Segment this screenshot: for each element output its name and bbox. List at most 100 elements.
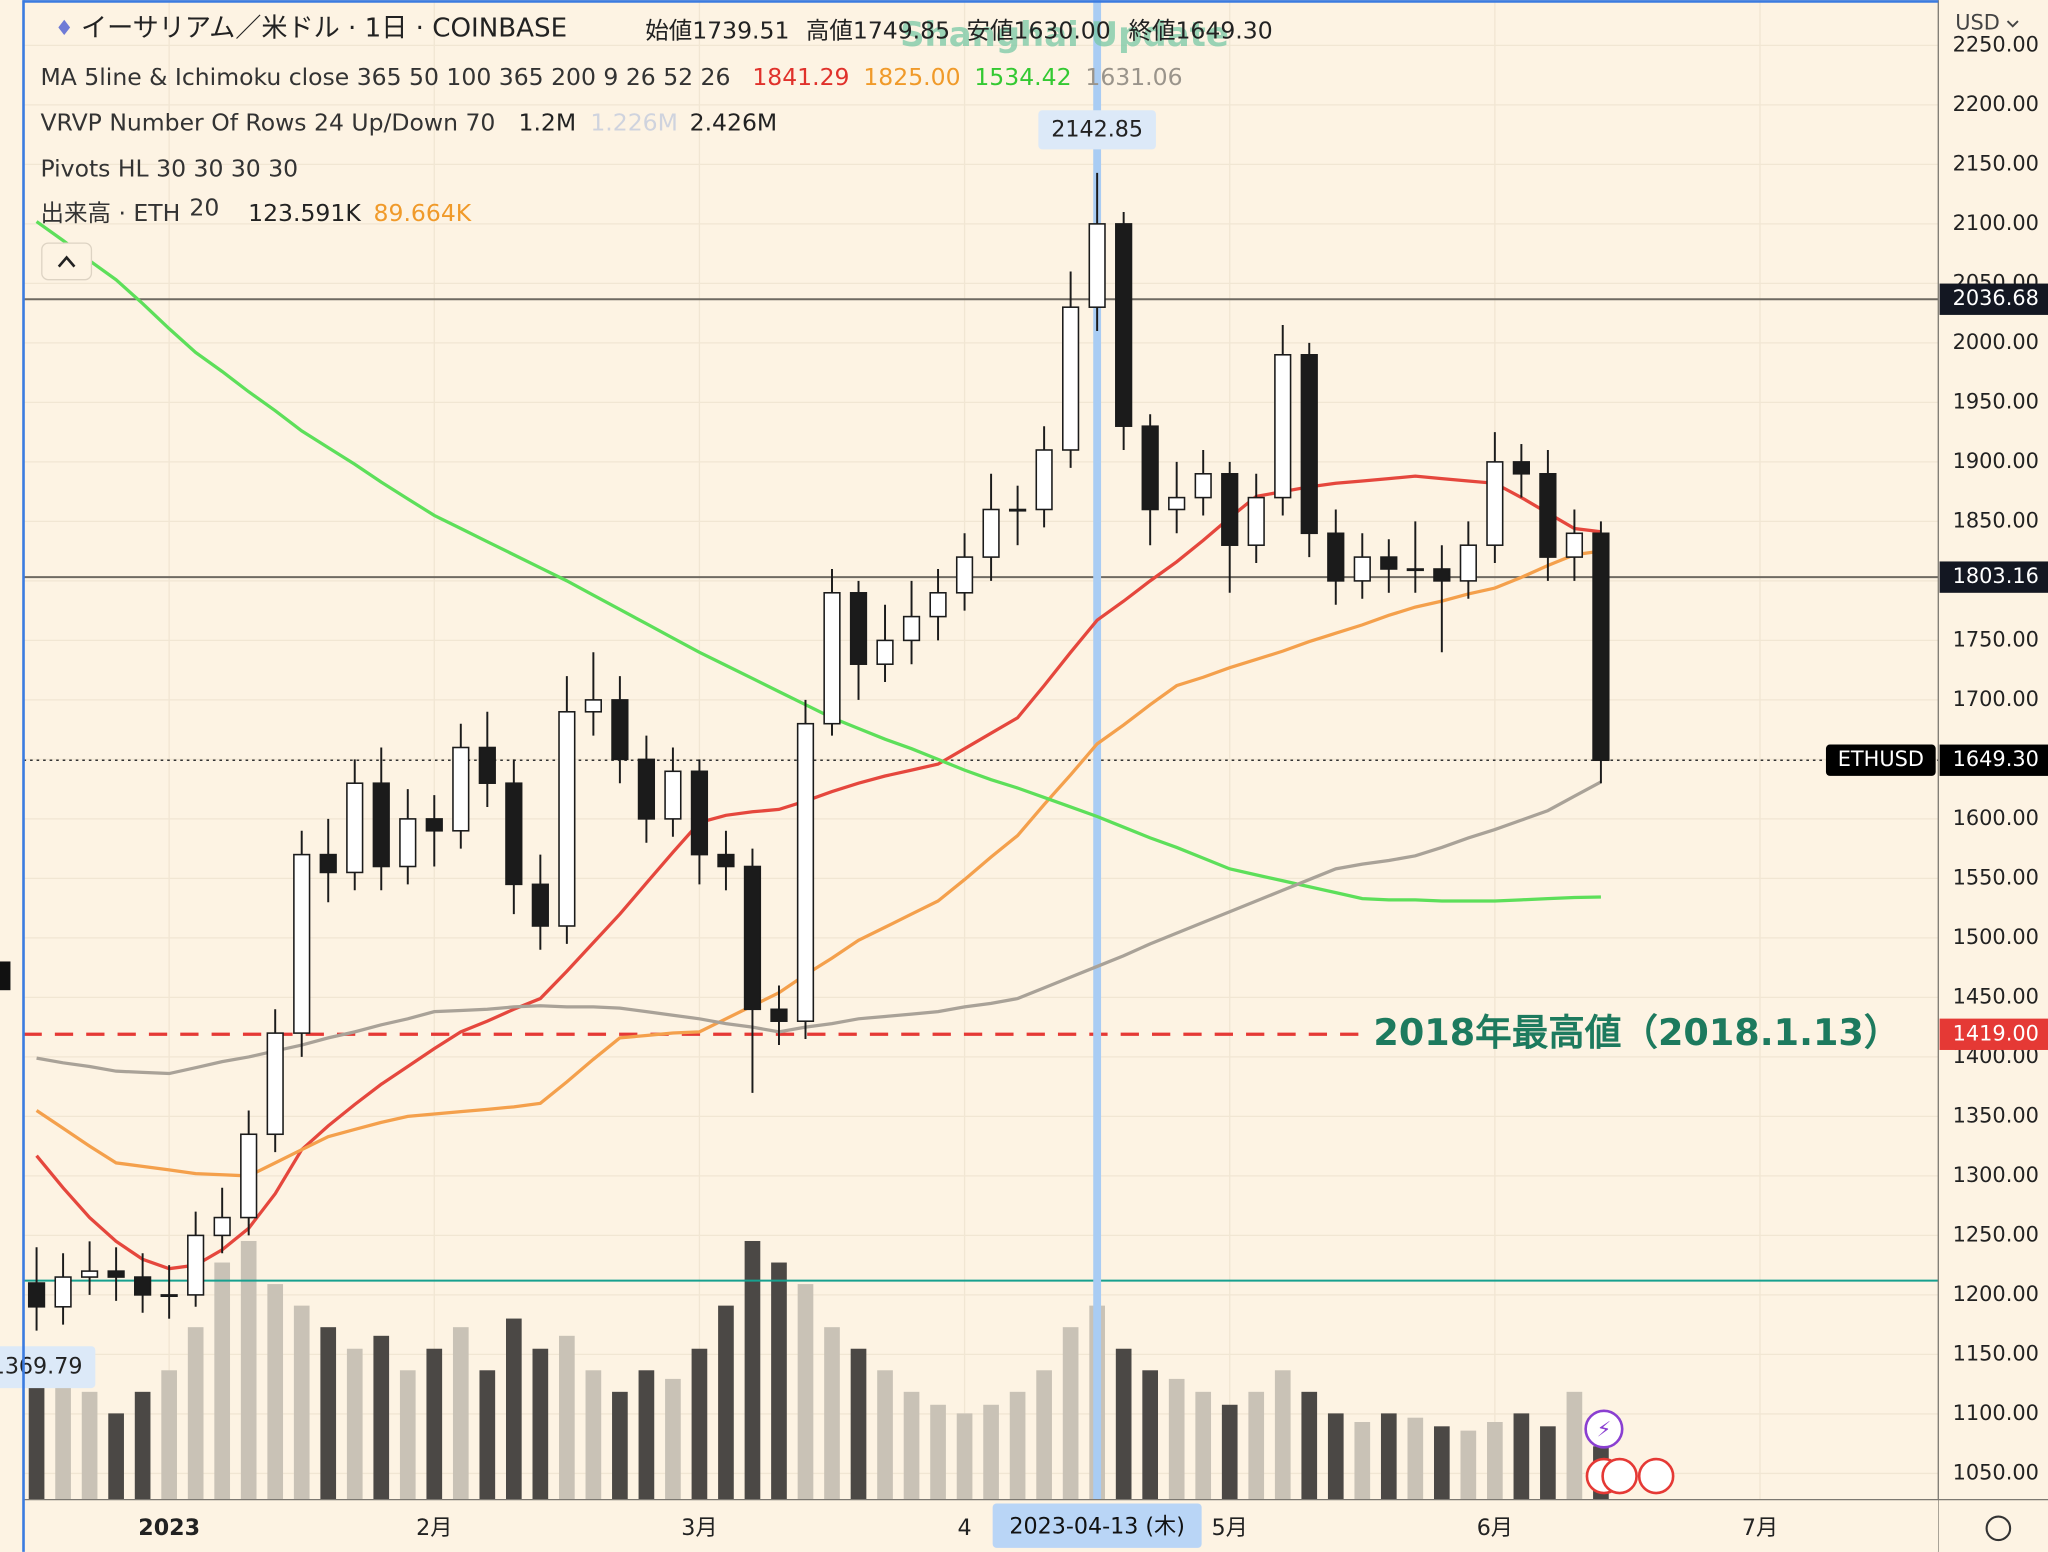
volume-bar (346, 1348, 363, 1500)
candle-body (213, 1216, 231, 1237)
y-tick-label: 2150.00 (1953, 151, 2039, 175)
y-tick-label: 1100.00 (1953, 1401, 2039, 1425)
candle-body (452, 746, 470, 832)
volume-bar (293, 1305, 310, 1500)
volume-bar (691, 1348, 708, 1500)
y-tick-label: 1550.00 (1953, 865, 2039, 889)
eth-icon: ♦ (55, 16, 74, 40)
grid (23, 0, 1939, 1500)
candle-body (637, 758, 656, 820)
lines-layer (35, 220, 1602, 1271)
candle-body (80, 1270, 99, 1278)
y-tick-label: 1900.00 (1953, 449, 2039, 473)
volume-bar (1115, 1348, 1132, 1500)
candle-body (770, 1008, 788, 1022)
x-tick-label: 7月 (1742, 1515, 1778, 1541)
y-tick-label: 1300.00 (1953, 1163, 2039, 1187)
pivots-name: Pivots HL 30 30 30 30 (40, 154, 298, 182)
y-tick-label: 1500.00 (1953, 925, 2039, 949)
volume-bar (638, 1370, 655, 1500)
volume-bar (108, 1413, 124, 1500)
volume-bar (612, 1391, 628, 1500)
volume-bar (161, 1370, 177, 1500)
volume-bar (850, 1348, 867, 1500)
candle-body (1274, 354, 1292, 499)
ma-value: 1534.42 (974, 63, 1071, 91)
vrvp-name: VRVP Number Of Rows 24 Up/Down 70 (40, 109, 495, 137)
ohlc-label: 終値 (1128, 16, 1175, 44)
candles-layer (27, 172, 1610, 1331)
candle-body (293, 853, 311, 1034)
vrvp-value: 2.426M (690, 109, 778, 137)
ma-line (35, 220, 1601, 903)
candle-body (399, 818, 417, 868)
volume-bar (930, 1404, 946, 1500)
candle-body (1300, 354, 1318, 535)
price-tag-label: 2036.68 (1953, 286, 2039, 310)
volume-bar (1248, 1391, 1265, 1500)
candle-body (1247, 496, 1265, 546)
volume-ma-value: 89.664K (374, 199, 472, 227)
event-flag[interactable] (1637, 1457, 1675, 1495)
high-tag (1038, 110, 1156, 150)
volume-bar (267, 1284, 284, 1500)
volume-bar (1168, 1378, 1185, 1500)
candle-body (1592, 532, 1610, 762)
ohlc: 始値1739.51 高値1749.85 安値1630.00 終値1649.30 (645, 16, 1272, 44)
volume-bar (28, 1370, 45, 1500)
y-tick-label: 1450.00 (1953, 984, 2039, 1008)
price-tag (1939, 561, 2048, 593)
y-tick-label: 1200.00 (1953, 1282, 2039, 1306)
candle-body (160, 1294, 178, 1297)
high-label: 2142.85 (1051, 116, 1143, 142)
volume-bar (797, 1284, 814, 1500)
y-tick-label: 1950.00 (1953, 389, 2039, 413)
candle-body (240, 1133, 258, 1219)
candle-body (929, 592, 947, 618)
currency-caret (2006, 20, 2019, 28)
price-tag (1939, 1018, 2048, 1050)
currency[interactable]: USD (1955, 11, 2000, 35)
candle-body (796, 722, 815, 1022)
ohlc-label: 始値 (645, 16, 692, 44)
candle-body (1459, 544, 1477, 582)
event-icon-glyph: ⚡ (1597, 1417, 1612, 1441)
x-tick-label: 4 (958, 1515, 972, 1541)
event-flag[interactable] (1601, 1457, 1638, 1495)
candle-body (505, 782, 523, 886)
candle-body (717, 853, 735, 868)
volume-bar (824, 1327, 840, 1500)
ma-name: MA 5line & Ichimoku close 365 50 100 365… (40, 63, 730, 91)
price-tag-label: 1419.00 (1953, 1021, 2039, 1045)
price-tags: 2036.68 1803.16 1649.30 ETHUSD 1419.00 (1825, 283, 2048, 1050)
symbol: イーサリアム／米ドル · 1日 · COINBASE (81, 13, 567, 43)
candle-body (1194, 473, 1212, 499)
y-tick-label: 1850.00 (1953, 508, 2039, 532)
collapse-button[interactable] (41, 242, 93, 281)
x-tick-label: 3月 (681, 1515, 717, 1541)
ohlc-value: 1739.51 (692, 16, 789, 44)
volume-bar (479, 1370, 496, 1500)
volume-bar (744, 1240, 761, 1500)
ma-value: 1825.00 (863, 63, 960, 91)
event-icon[interactable] (1584, 1409, 1624, 1449)
settings-icon[interactable] (1985, 1515, 2012, 1542)
ma-line (35, 474, 1602, 1271)
volume-bar (1274, 1370, 1291, 1500)
candle-body (1221, 473, 1239, 546)
candle-body (823, 592, 841, 725)
candle-body (876, 639, 894, 665)
volume-bar (665, 1378, 681, 1500)
ma-value: 1841.29 (752, 63, 849, 91)
y-tick-label: 1250.00 (1953, 1222, 2039, 1246)
volume-bar (1195, 1391, 1212, 1500)
price-tag-label: 1803.16 (1953, 564, 2039, 588)
volume-bar (81, 1391, 98, 1500)
volume-bar (559, 1335, 575, 1500)
candle-body (478, 746, 496, 784)
candle-body (266, 1032, 284, 1136)
volume-layer (28, 1240, 1609, 1500)
volume-bar (1487, 1422, 1503, 1500)
candle-body (27, 1282, 46, 1308)
